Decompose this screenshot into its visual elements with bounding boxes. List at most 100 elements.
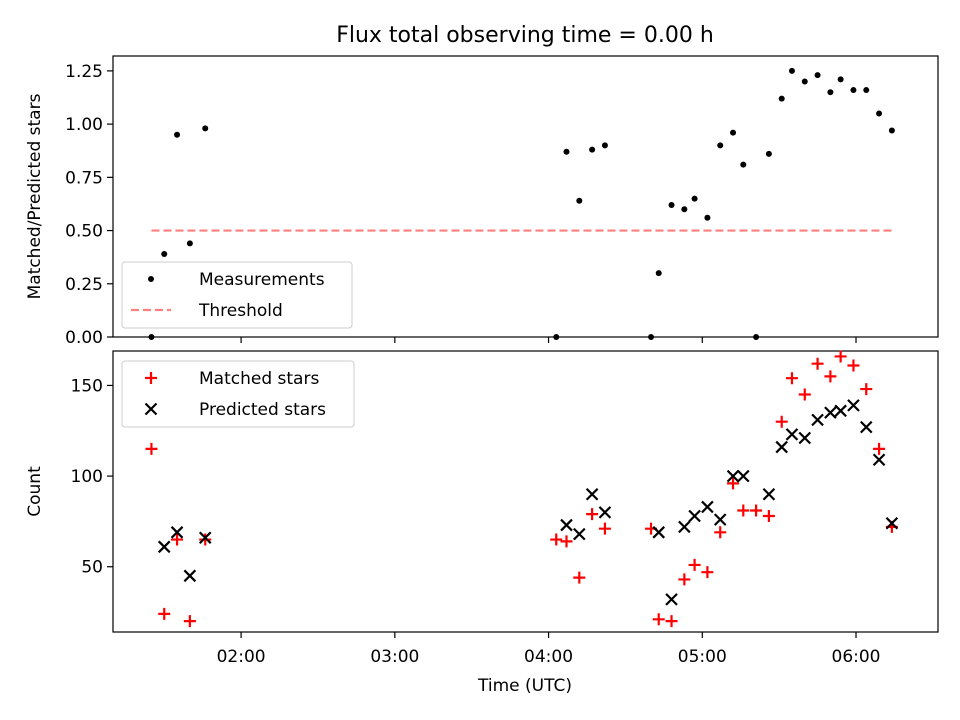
matched-star-point — [550, 533, 563, 546]
predicted-star-point — [170, 526, 184, 539]
y-tick-label: 0.50 — [65, 222, 103, 242]
measurement-point — [837, 76, 844, 83]
matched-star-point — [798, 388, 811, 401]
predicted-star-point — [678, 520, 691, 534]
measurement-point — [730, 129, 737, 136]
y-tick-label: 1.00 — [65, 115, 103, 135]
matched-star-point — [665, 615, 678, 628]
predicted-star-point — [183, 569, 197, 583]
measurement-point — [655, 270, 662, 277]
measurement-point — [563, 148, 570, 155]
predicted-star-point — [762, 487, 776, 501]
y-tick-label: 0.00 — [65, 328, 103, 348]
predicted-star-point — [560, 518, 573, 532]
predicted-star-point — [885, 516, 899, 530]
matched-star-point — [171, 533, 184, 546]
predicted-star-point — [688, 509, 701, 523]
measurement-point — [174, 131, 181, 138]
matched-star-point — [652, 613, 665, 626]
legend-label: Predicted stars — [199, 400, 326, 420]
y-tick-label: 0.25 — [65, 275, 103, 295]
predicted-star-point — [872, 453, 886, 467]
matched-star-point — [775, 415, 788, 428]
predicted-star-point — [737, 469, 750, 483]
matched-star-point — [183, 615, 196, 628]
measurement-point — [801, 78, 808, 85]
measurement-point — [148, 334, 155, 340]
matched-star-point — [598, 522, 611, 535]
matched-star-point — [811, 357, 824, 370]
predicted-star-point — [701, 500, 714, 514]
matched-star-point — [158, 607, 171, 620]
measurement-point — [740, 161, 747, 168]
chart-title: Flux total observing time = 0.00 h — [336, 23, 714, 48]
matched-star-point — [586, 508, 599, 521]
measurement-point — [186, 240, 193, 247]
x-tick-label: 05:00 — [678, 647, 727, 667]
measurement-point — [863, 87, 870, 94]
matched-star-point — [824, 370, 837, 383]
matched-star-point — [714, 526, 727, 539]
measurement-point — [888, 127, 895, 134]
predicted-star-point — [157, 540, 171, 554]
matched-star-point — [847, 359, 860, 372]
matched-star-point — [750, 504, 763, 517]
y-tick-label: 1.25 — [65, 62, 103, 82]
legend-marker-plus — [145, 372, 157, 384]
matched-star-point — [873, 442, 886, 455]
y-tick-label: 50 — [81, 558, 103, 578]
matched-star-point — [737, 504, 750, 517]
matched-star-point — [701, 566, 714, 579]
measurement-point — [202, 125, 209, 132]
legend-marker-x — [144, 402, 158, 416]
predicted-star-point — [598, 506, 612, 519]
matched-star-point — [860, 383, 873, 396]
predicted-star-point — [585, 487, 599, 501]
predicted-star-point — [775, 440, 788, 454]
predicted-star-point — [859, 420, 873, 434]
y-tick-label: 100 — [71, 467, 103, 487]
y-tick-label: 0.75 — [65, 168, 103, 188]
measurement-point — [553, 334, 560, 340]
measurement-point — [576, 197, 583, 204]
predicted-star-point — [798, 431, 812, 445]
y-tick-label: 150 — [71, 376, 103, 396]
predicted-star-point — [811, 413, 824, 427]
matched-star-point — [678, 573, 691, 586]
legend-label: Threshold — [198, 301, 283, 321]
measurement-point — [668, 202, 675, 209]
measurement-point — [850, 87, 857, 94]
measurement-point — [648, 334, 655, 340]
measurement-point — [876, 110, 883, 117]
legend: Matched stars Predicted stars — [121, 360, 355, 428]
matched-star-point — [560, 535, 573, 548]
x-tick-label: 06:00 — [832, 647, 881, 667]
predicted-star-point — [713, 513, 727, 526]
measurement-point — [778, 95, 785, 102]
measurement-point — [161, 250, 168, 257]
predicted-star-point — [198, 531, 212, 545]
legend-box — [121, 261, 353, 329]
panel-counts: 50 100 150 02:00 03:00 04:00 05:00 06:00 Count Ma… — [25, 350, 939, 667]
measurement-point — [753, 334, 760, 340]
panel-ratio: 0.00 0.25 0.50 0.75 1.00 1.25 Matched/Predicte… — [25, 55, 939, 348]
predicted-star-point — [834, 404, 847, 418]
measurement-point — [601, 142, 608, 149]
measurement-point — [827, 89, 834, 96]
y-axis-label: Matched/Predicted stars — [25, 93, 45, 299]
y-axis-label: Count — [25, 466, 45, 517]
predicted-star-point — [824, 406, 837, 419]
predicted-star-point — [726, 469, 740, 483]
predicted-star-point — [573, 527, 586, 541]
measurement-point — [765, 150, 772, 157]
x-axis-label: Time (UTC) — [477, 676, 572, 696]
matched-star-point — [834, 350, 847, 363]
x-tick-label: 04:00 — [524, 647, 573, 667]
matched-star-point — [199, 533, 212, 546]
legend-marker-dot — [148, 276, 154, 282]
measurement-point — [681, 206, 688, 213]
matched-star-point — [785, 372, 798, 385]
matched-star-point — [573, 571, 586, 584]
measurement-point — [814, 72, 821, 79]
